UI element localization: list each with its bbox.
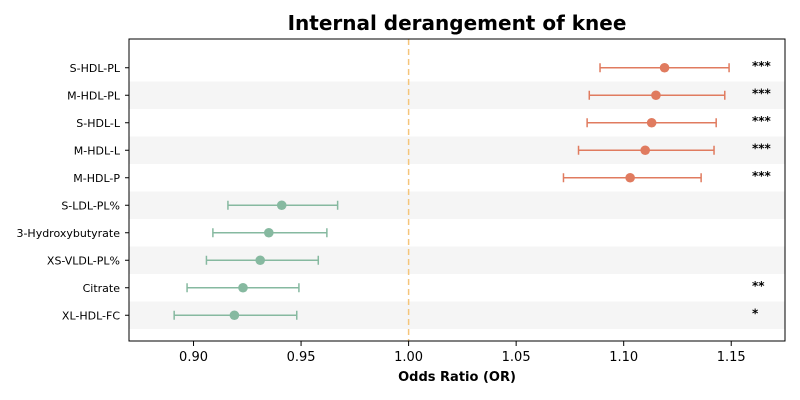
- table-row: S-HDL-PL ***: [70, 59, 772, 75]
- row-label: XS-VLDL-PL%: [47, 254, 120, 267]
- significance-marker: **: [752, 279, 765, 293]
- row-label: S-HDL-PL: [70, 62, 121, 75]
- significance-marker: ***: [752, 114, 772, 128]
- chart-title: Internal derangement of knee: [288, 11, 627, 35]
- row-label: 3-Hydroxybutyrate: [16, 227, 120, 240]
- row-label: Citrate: [83, 282, 121, 295]
- x-tick-label: 1.15: [717, 350, 746, 365]
- row-label: S-HDL-L: [76, 117, 121, 130]
- significance-marker: *: [752, 306, 759, 320]
- or-point: [659, 62, 670, 73]
- table-row: M-HDL-P ***: [73, 169, 771, 185]
- or-point: [646, 117, 657, 128]
- table-row: 3-Hydroxybutyrate: [16, 227, 328, 240]
- table-row: M-HDL-L ***: [74, 141, 772, 157]
- row-label: M-HDL-PL: [67, 89, 121, 102]
- significance-marker: ***: [752, 59, 772, 73]
- or-point: [255, 255, 265, 266]
- or-point: [264, 227, 274, 238]
- x-tick-label: 1.00: [394, 350, 423, 365]
- x-tick-label: 0.90: [179, 350, 208, 365]
- table-row: S-HDL-L ***: [76, 114, 771, 130]
- data-rows: S-HDL-PL ***M-HDL-PL ***S-HDL-L ***M-HDL-L *…: [16, 59, 771, 323]
- significance-marker: ***: [752, 169, 772, 183]
- x-tick-label: 1.05: [502, 350, 531, 365]
- or-point: [640, 145, 650, 156]
- table-row: XS-VLDL-PL%: [47, 254, 320, 267]
- x-axis-label: Odds Ratio (OR): [398, 370, 516, 385]
- table-row: S-LDL-PL%: [61, 199, 339, 212]
- table-row: Citrate **: [83, 279, 766, 295]
- row-label: XL-HDL-FC: [62, 309, 120, 322]
- or-point: [229, 310, 240, 321]
- row-label: S-LDL-PL%: [61, 199, 120, 212]
- row-label: M-HDL-L: [74, 144, 121, 157]
- table-row: M-HDL-PL ***: [67, 86, 771, 102]
- plot-frame: [128, 38, 786, 342]
- or-point: [276, 200, 287, 211]
- row-label: M-HDL-P: [73, 172, 120, 185]
- significance-marker: ***: [752, 141, 772, 155]
- x-tick-label: 1.10: [609, 350, 638, 365]
- or-point: [651, 90, 661, 101]
- significance-marker: ***: [752, 86, 772, 100]
- x-tick-label: 0.95: [287, 350, 316, 365]
- or-point: [625, 172, 635, 183]
- table-row: XL-HDL-FC *: [62, 306, 759, 322]
- or-point: [238, 282, 248, 293]
- x-axis: 0.90 0.95 1.00 1.05 1.10 1.15: [179, 341, 746, 365]
